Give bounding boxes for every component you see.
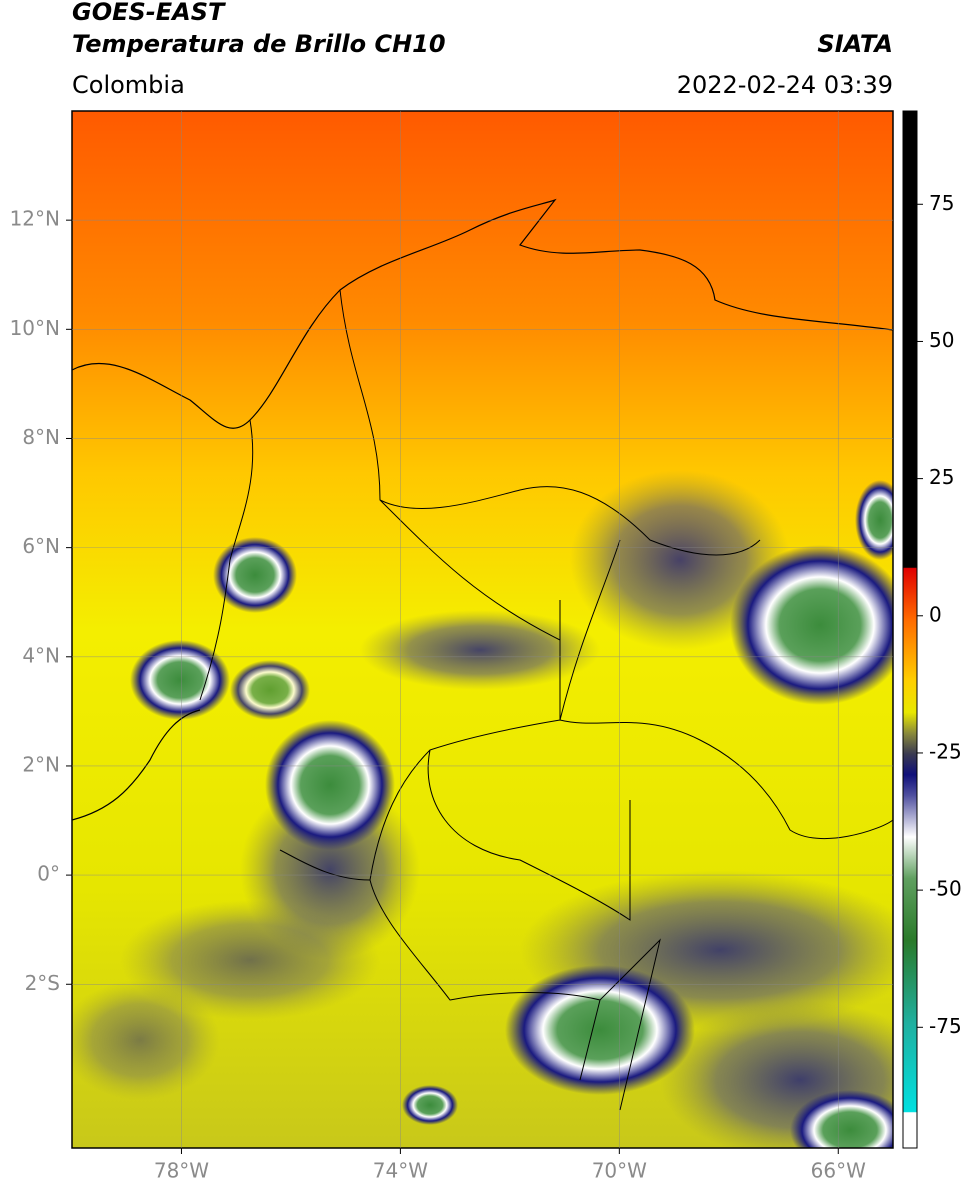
source: SIATA — [817, 30, 893, 58]
x-tick-label: 66°W — [811, 1159, 866, 1183]
x-tick-label: 78°W — [154, 1159, 209, 1183]
map-frame — [71, 110, 894, 1149]
x-tick-label: 70°W — [592, 1159, 647, 1183]
colorbar-tick-label: 75 — [929, 191, 954, 215]
y-tick-label: 0° — [37, 862, 60, 886]
title: Temperatura de Brillo CH10 — [72, 30, 446, 58]
y-tick-label: 4°N — [22, 643, 60, 667]
title: GOES-EAST — [72, 0, 226, 26]
datetime: 2022-02-24 03:39 — [677, 71, 893, 99]
colorbar-tick-label: 0 — [929, 602, 942, 626]
colorbar — [902, 110, 918, 1149]
y-tick-label: 8°N — [22, 425, 60, 449]
y-tick-label: 10°N — [10, 316, 60, 340]
colorbar-tick-label: -75 — [929, 1014, 962, 1038]
colorbar-tick-label: 25 — [929, 465, 954, 489]
y-tick-label: 12°N — [10, 207, 60, 231]
colorbar-tick-label: -25 — [929, 739, 962, 763]
y-tick-label: 2°N — [22, 752, 60, 776]
region: Colombia — [72, 71, 185, 99]
y-tick-label: 2°S — [25, 971, 60, 995]
x-tick-label: 74°W — [373, 1159, 428, 1183]
colorbar-tick-label: 50 — [929, 328, 954, 352]
imagery — [72, 111, 893, 1148]
colorbar-tick-label: -50 — [929, 877, 962, 901]
y-tick-label: 6°N — [22, 534, 60, 558]
